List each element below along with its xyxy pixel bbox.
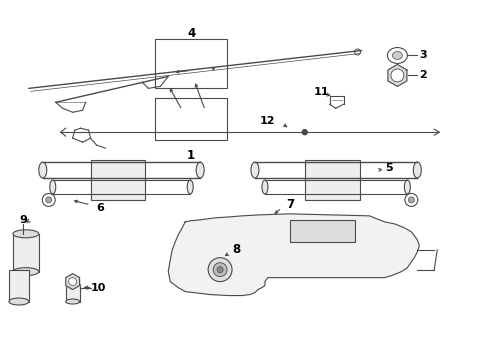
Text: 2: 2: [419, 71, 426, 80]
Ellipse shape: [39, 162, 47, 178]
Circle shape: [354, 49, 360, 55]
Circle shape: [390, 69, 403, 82]
Circle shape: [404, 193, 417, 206]
Circle shape: [213, 263, 226, 276]
Polygon shape: [65, 274, 80, 289]
Ellipse shape: [50, 180, 56, 194]
Bar: [155, 98, 226, 140]
Bar: [9, 270, 29, 302]
Polygon shape: [387, 64, 406, 86]
Ellipse shape: [392, 51, 402, 59]
Text: 10: 10: [91, 283, 106, 293]
Circle shape: [407, 197, 413, 203]
Circle shape: [68, 278, 77, 285]
Ellipse shape: [404, 180, 409, 194]
Ellipse shape: [262, 180, 267, 194]
Ellipse shape: [412, 162, 421, 178]
Ellipse shape: [65, 281, 80, 286]
Polygon shape: [168, 214, 419, 296]
Bar: [289, 220, 354, 242]
Text: 1: 1: [187, 149, 195, 162]
Bar: [304, 160, 359, 200]
Circle shape: [302, 130, 306, 135]
Ellipse shape: [9, 298, 29, 305]
Ellipse shape: [13, 268, 39, 276]
Bar: [90, 160, 145, 200]
Text: 11: 11: [313, 87, 329, 97]
Circle shape: [208, 258, 232, 282]
Ellipse shape: [250, 162, 259, 178]
Text: 4: 4: [187, 27, 195, 40]
Text: 6: 6: [97, 203, 104, 213]
Bar: [65, 284, 80, 302]
Ellipse shape: [196, 162, 203, 178]
Bar: [13, 234, 39, 272]
Text: 5: 5: [385, 163, 392, 173]
Text: 9: 9: [19, 215, 27, 225]
Text: 12: 12: [260, 116, 275, 126]
Ellipse shape: [386, 48, 407, 63]
Ellipse shape: [65, 299, 80, 304]
Circle shape: [217, 267, 223, 273]
Text: 8: 8: [231, 243, 240, 256]
Circle shape: [42, 193, 55, 206]
Bar: [155, 39, 226, 88]
Circle shape: [46, 197, 52, 203]
Ellipse shape: [13, 230, 39, 238]
Text: 7: 7: [285, 198, 293, 211]
Text: 3: 3: [419, 50, 426, 60]
Ellipse shape: [187, 180, 193, 194]
